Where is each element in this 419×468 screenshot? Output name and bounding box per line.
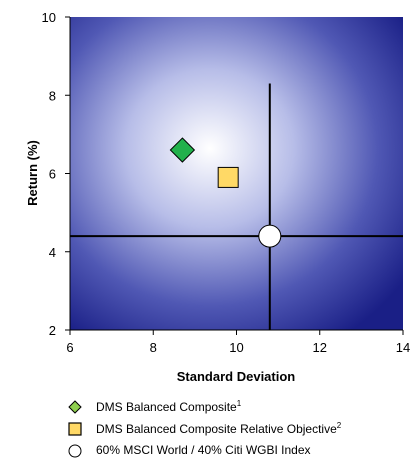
white-circle-icon — [68, 444, 82, 458]
y-tick-label: 6 — [49, 167, 56, 182]
y-tick-label: 10 — [42, 10, 56, 25]
x-tick-label: 6 — [66, 340, 73, 355]
data-point-square — [217, 166, 239, 188]
legend-label-2: 60% MSCI World / 40% Citi WGBI Index — [96, 443, 311, 457]
x-tick-label: 12 — [313, 340, 327, 355]
data-point-diamond — [169, 137, 196, 163]
y-tick-label: 2 — [49, 323, 56, 338]
green-diamond-icon — [68, 400, 82, 414]
legend-label-0: DMS Balanced Composite1 — [96, 399, 242, 414]
y-tick-label: 8 — [49, 88, 56, 103]
x-tick-label: 14 — [396, 340, 410, 355]
legend-label-1: DMS Balanced Composite Relative Objectiv… — [96, 421, 342, 436]
x-tick-label: 10 — [229, 340, 243, 355]
x-tick-label: 8 — [150, 340, 157, 355]
scatter-chart: 6 8 10 12 14 2 4 6 8 10 Standard Deviation Return… — [25, 10, 410, 384]
data-point-circle — [258, 224, 282, 248]
x-axis-label: Standard Deviation — [177, 369, 296, 384]
yellow-square-icon — [68, 422, 82, 436]
y-tick-label: 4 — [49, 245, 56, 260]
y-axis-label: Return (%) — [25, 140, 40, 206]
